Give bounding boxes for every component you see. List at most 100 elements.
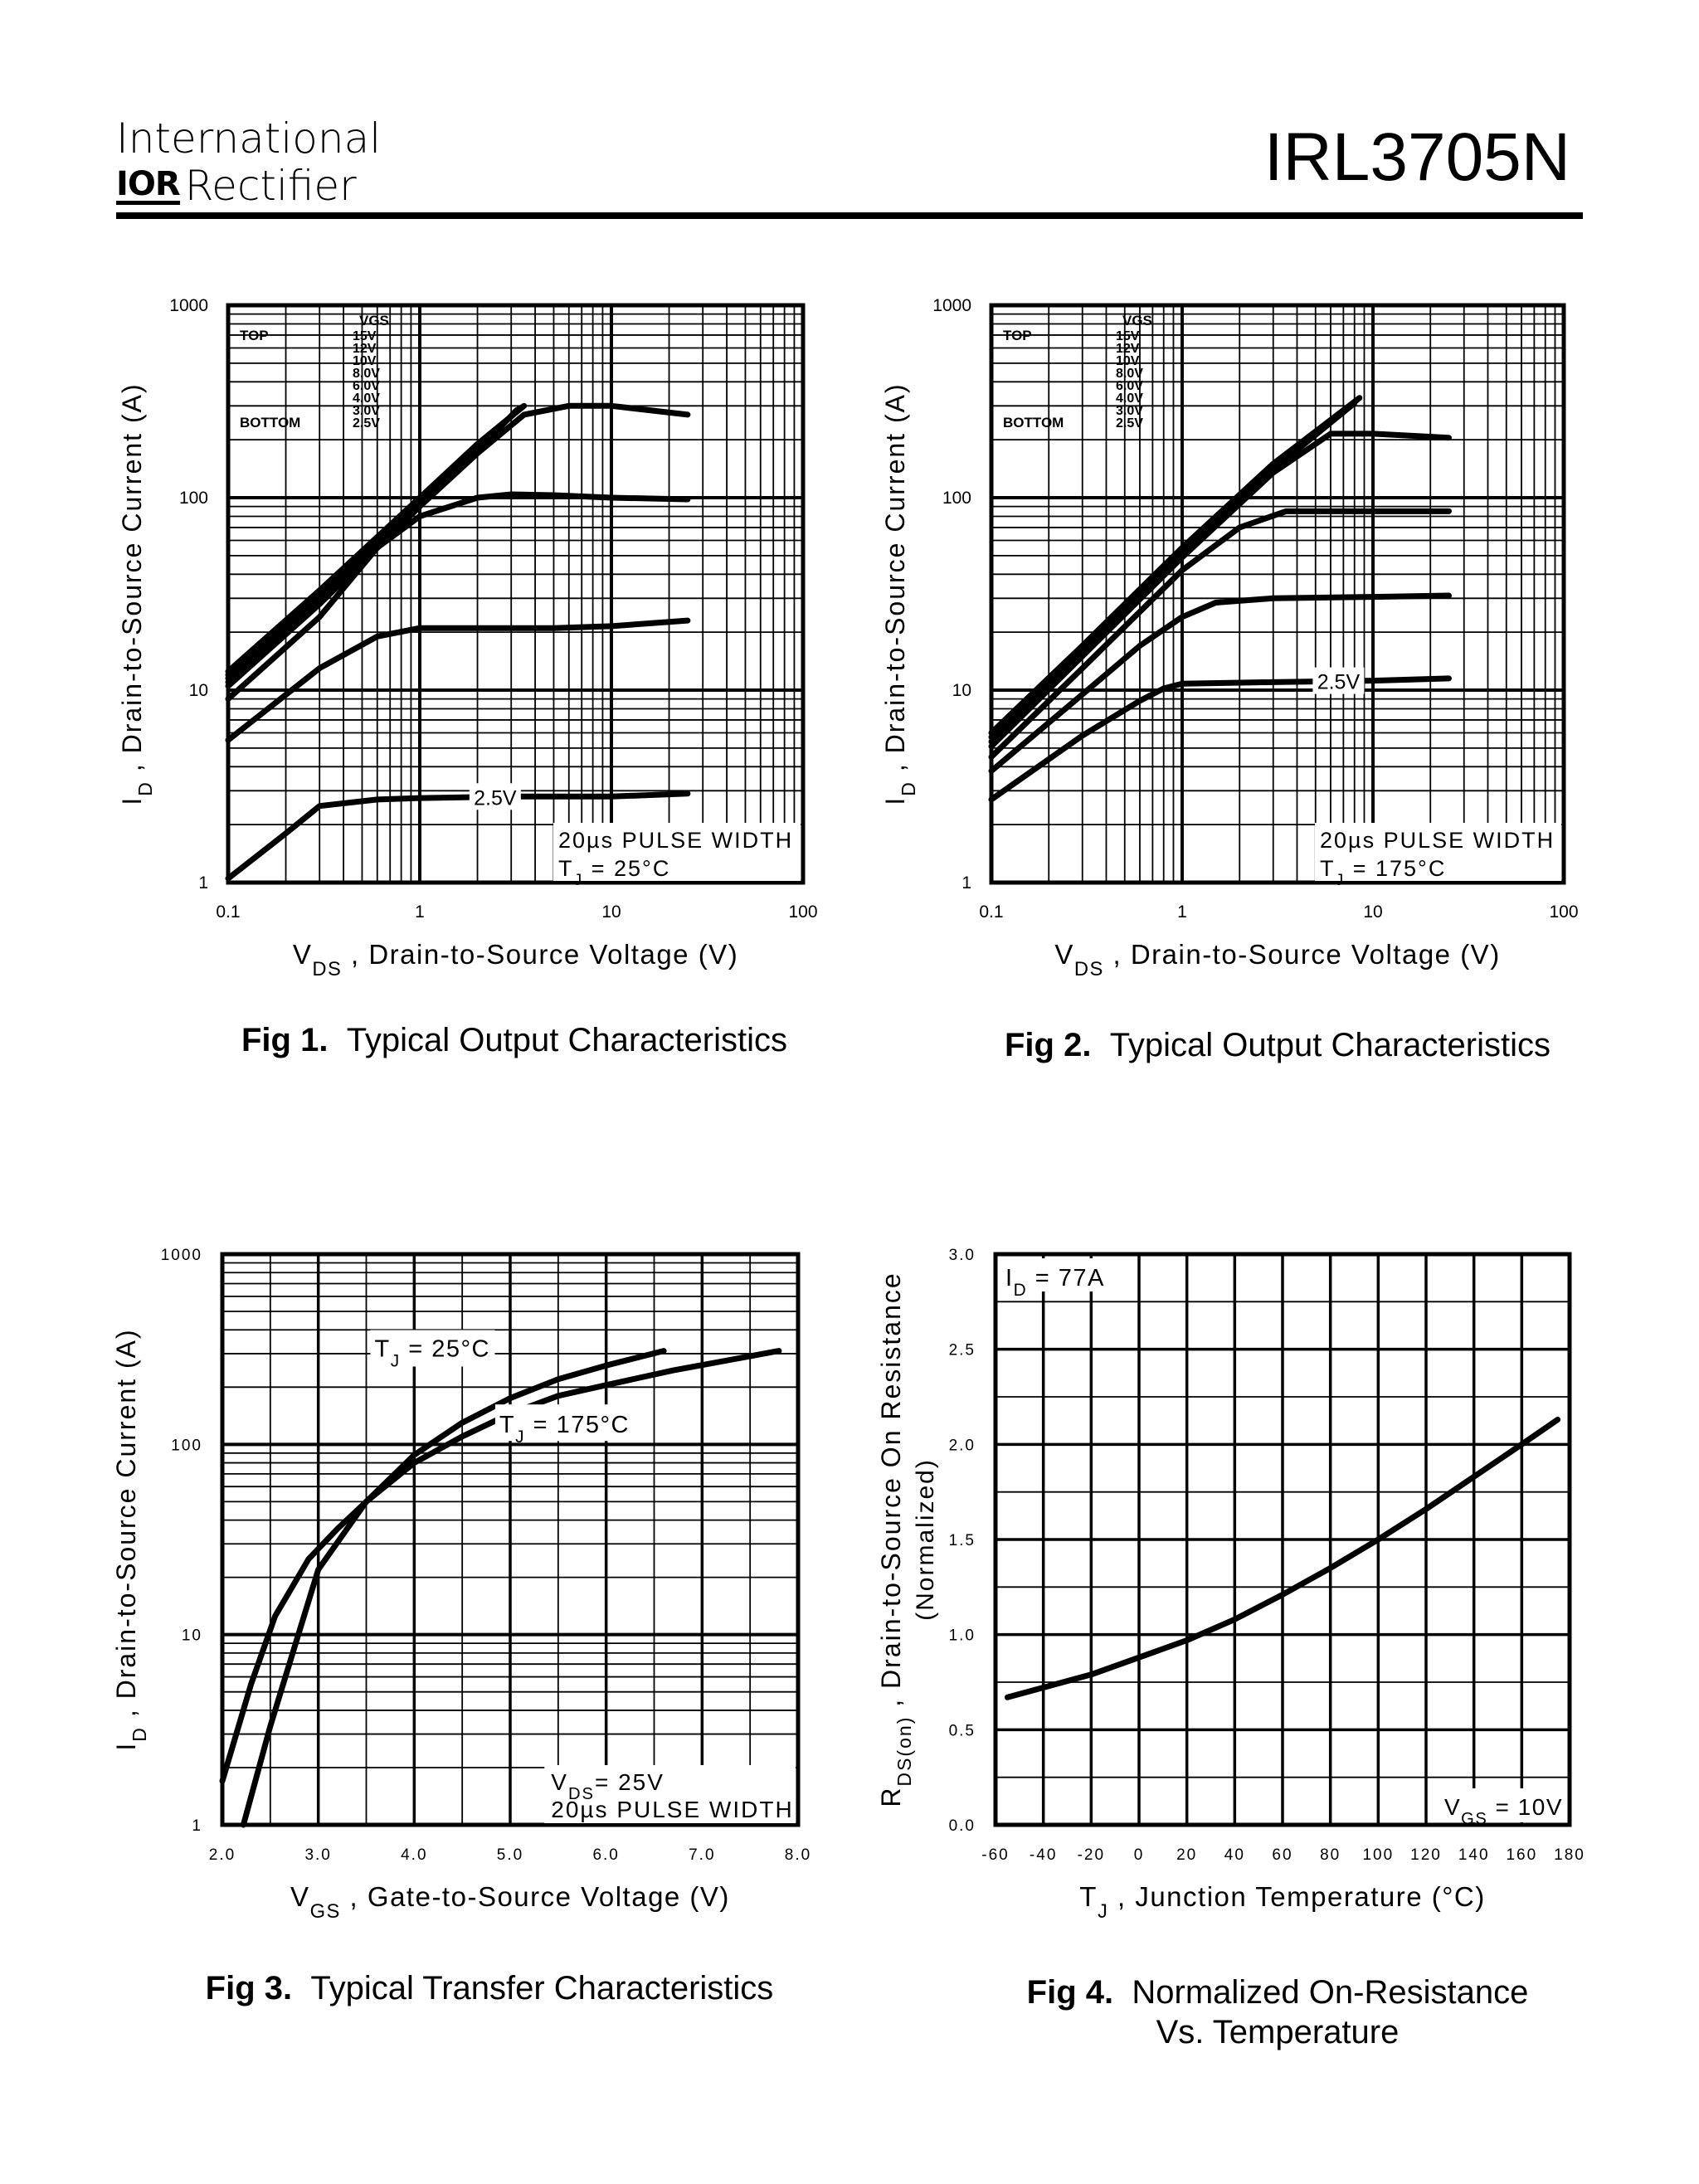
- y-axis-label: RDS(on) , Drain-to-Source On Resistance: [876, 1272, 915, 1807]
- legend-entry: 4.0V: [1116, 392, 1143, 406]
- x-tick-label: 180: [1554, 1846, 1585, 1864]
- y-tick-label: 2.5: [949, 1342, 976, 1360]
- y-axis-label-sub: (Normalized): [912, 1458, 939, 1621]
- y-axis-label: ID , Drain-to-Source Current (A): [117, 382, 156, 805]
- x-axis-label: TJ , Junction Temperature (°C): [1079, 1881, 1485, 1923]
- x-tick-label: 7.0: [689, 1846, 715, 1864]
- legend-entry: 4.0V: [353, 392, 380, 406]
- series-line: [225, 491, 691, 703]
- note-top: ID = 77A: [1005, 1265, 1105, 1300]
- brand-line1: International: [116, 114, 382, 163]
- legend-entry: 15V: [353, 329, 377, 343]
- y-tick-label: 10: [182, 1627, 202, 1645]
- y-axis-label: ID , Drain-to-Source Current (A): [111, 1328, 150, 1750]
- legend-entry: 2.5V: [1116, 416, 1143, 430]
- y-tick-label: 100: [942, 489, 971, 508]
- company-logo: International IOR Rectifier: [116, 114, 381, 209]
- x-tick-label: 4.0: [401, 1846, 427, 1864]
- fig2-title: Typical Output Characteristics: [1109, 1027, 1551, 1063]
- series-label-25c: TJ = 25°C: [375, 1335, 491, 1370]
- legend-entry: 8.0V: [353, 367, 380, 381]
- plot-frame: [226, 303, 806, 885]
- y-tick-label: 2.0: [949, 1437, 976, 1454]
- legend-entry: 10V: [1116, 354, 1140, 368]
- grid: [990, 305, 1564, 884]
- series-line: [219, 1348, 782, 1784]
- legend-entry: 8.0V: [1116, 367, 1143, 381]
- grid: [994, 1253, 1571, 1826]
- x-tick-label: -40: [1030, 1846, 1057, 1864]
- fig1-caption: Fig 1. Typical Output Characteristics: [216, 1020, 813, 1060]
- x-tick-label: 160: [1506, 1846, 1537, 1864]
- x-tick-label: 0: [1134, 1846, 1145, 1864]
- x-tick-label: 120: [1410, 1846, 1442, 1864]
- x-tick-label: 100: [788, 902, 817, 922]
- note-line1: 20µs PULSE WIDTH: [1320, 828, 1555, 853]
- x-tick-label: 60: [1272, 1846, 1293, 1864]
- series-line: [225, 402, 691, 689]
- fig1-label: Fig 1.: [241, 1022, 329, 1058]
- x-axis-label: VDS , Drain-to-Source Voltage (V): [1054, 939, 1500, 980]
- y-axis-label-group: ID , Drain-to-Source Current (A): [117, 382, 156, 805]
- note-line2: TJ = 25°C: [558, 856, 670, 889]
- y-axis-label-group: ID , Drain-to-Source Current (A): [880, 382, 919, 805]
- brand-line2: Rectifier: [184, 162, 357, 210]
- series-line: [1004, 1417, 1561, 1700]
- note-line2: 20µs PULSE WIDTH: [551, 1797, 793, 1822]
- chart-2: 0.1 1 10 100 1 10 100 1000 VDS , Drain-to-Source…: [880, 296, 1579, 980]
- x-tick-label: 100: [1549, 902, 1578, 922]
- series-group: [1004, 1417, 1561, 1700]
- y-tick-label: 100: [179, 489, 208, 508]
- fig3-title: Typical Transfer Characteristics: [310, 1970, 774, 2006]
- y-tick-label: 3.0: [949, 1247, 976, 1264]
- series-line: [988, 592, 1452, 774]
- fig4-label: Fig 4.: [1026, 1974, 1114, 2011]
- legend-entry: 3.0V: [353, 404, 380, 418]
- label-bg: [370, 1330, 495, 1367]
- legend-entry: 6.0V: [1116, 379, 1143, 393]
- note-box: [553, 823, 801, 881]
- y-tick-label: 1000: [932, 296, 971, 315]
- chart-4: -60 -40 -20 0 20 40 60 80 100 120 140 160 180 0.0 0.5 1…: [876, 1247, 1585, 1923]
- curve-annotation: 2.5V: [1317, 671, 1361, 694]
- fig3-label: Fig 3.: [205, 1970, 293, 2006]
- legend-entry: 3.0V: [1116, 404, 1143, 418]
- y-tick-label: 1000: [169, 296, 208, 315]
- fig4-caption: Fig 4. Normalized On-Resistance Vs. Temp…: [979, 1972, 1576, 2052]
- note-bg: [1430, 1788, 1567, 1822]
- x-tick-label: 10: [601, 902, 621, 922]
- brand-mark: IOR: [116, 164, 181, 205]
- fig3-caption: Fig 3. Typical Transfer Characteristics: [191, 1968, 788, 2008]
- series-line: [988, 430, 1452, 750]
- x-tick-label: 2.0: [209, 1846, 236, 1864]
- series-group: [988, 395, 1452, 803]
- legend-entry: 12V: [1116, 342, 1140, 356]
- note-box: [544, 1765, 796, 1823]
- x-tick-label: 20: [1176, 1846, 1197, 1864]
- plot-frame: [993, 1252, 1572, 1827]
- fig4-title: Normalized On-Resistance: [1132, 1974, 1529, 2011]
- plot-frame: [989, 303, 1566, 885]
- x-tick-label: 8.0: [785, 1846, 811, 1864]
- series-group: [219, 1348, 782, 1828]
- x-tick-label: 1: [415, 902, 425, 922]
- x-tick-label: -60: [981, 1846, 1009, 1864]
- y-tick-label: 1000: [161, 1247, 202, 1264]
- series-line: [988, 675, 1452, 803]
- annotation-bg: [469, 783, 521, 810]
- note-line1: VDS= 25V: [551, 1769, 665, 1803]
- y-tick-label: 10: [952, 681, 971, 700]
- series-label-175c: TJ = 175°C: [499, 1412, 630, 1447]
- x-axis-label: VDS , Drain-to-Source Voltage (V): [293, 939, 738, 980]
- x-tick-label: -20: [1078, 1846, 1105, 1864]
- x-tick-label: 140: [1458, 1846, 1490, 1864]
- y-axis-label-group: RDS(on) , Drain-to-Source On Resistance(…: [876, 1272, 939, 1807]
- y-tick-label: 1: [192, 1817, 202, 1835]
- note-bottom: VGS = 10V: [1444, 1794, 1563, 1828]
- y-tick-label: 0.5: [949, 1722, 976, 1739]
- y-axis-label: ID , Drain-to-Source Current (A): [880, 382, 919, 805]
- x-tick-label: 100: [1362, 1846, 1394, 1864]
- legend-bottom: BOTTOM: [240, 415, 300, 430]
- note-box: [1315, 823, 1561, 881]
